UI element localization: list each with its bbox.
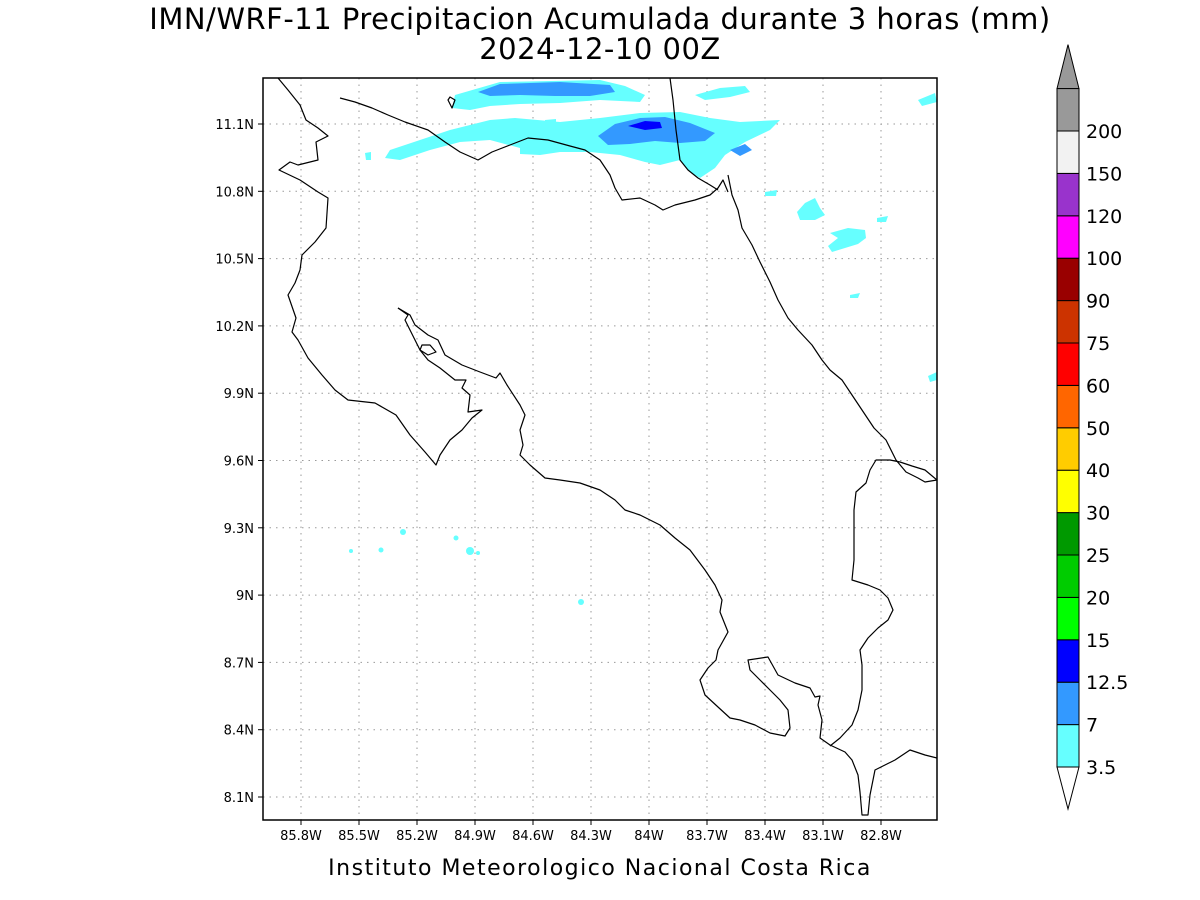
lon-tick-label: 84.9W	[454, 829, 496, 844]
nicaragua-pacific-coast	[277, 78, 483, 466]
precip-area-north-east-2	[797, 198, 825, 220]
lon-tick-label: 84W	[634, 829, 664, 844]
lat-tick-label: 8.1N	[224, 791, 254, 806]
map-date: 2024-12-10 00Z	[479, 32, 721, 66]
legend-swatch	[1056, 257, 1080, 302]
precip-spot-5	[378, 547, 384, 553]
lat-tick-label: 10.5N	[215, 253, 254, 268]
lat-tick-label: 9.9N	[224, 387, 254, 402]
precip-area-north-east-3	[828, 228, 866, 252]
legend-label: 15	[1086, 630, 1110, 652]
lat-tick-label: 10.2N	[215, 320, 254, 335]
precip-area-east-edge-2	[928, 372, 937, 382]
legend-label: 50	[1086, 418, 1110, 440]
legend-label: 40	[1086, 460, 1110, 482]
precip-area-small-1	[850, 293, 860, 298]
legend-swatch	[1056, 384, 1080, 429]
legend-swatch	[1056, 512, 1080, 556]
lat-tick-label: 10.8N	[215, 185, 254, 200]
map-axes: 85.8W 85.5W 85.2W 84.9W 84.6W 84.3W 84W 83.7W 83…	[215, 118, 902, 844]
gulf-of-nicoya-coast	[397, 307, 937, 816]
legend-swatch	[1056, 88, 1080, 132]
caribbean-coast	[727, 174, 937, 483]
precip-area-12mm-core	[628, 121, 662, 130]
legend-swatch	[1056, 724, 1080, 768]
legend-label: 25	[1086, 545, 1110, 567]
precip-area-small-3	[545, 119, 556, 124]
legend-label: 75	[1086, 333, 1110, 355]
legend-swatch	[1056, 342, 1080, 386]
lon-tick-label: 82.8W	[860, 829, 902, 844]
coast-fragment-1	[447, 96, 456, 109]
costa-rica-panama-border	[829, 459, 937, 747]
lat-tick-label: 9.6N	[224, 455, 254, 470]
island-fragment	[419, 344, 437, 356]
nicaragua-costa-rica-border	[339, 97, 729, 211]
lon-tick-label: 85.8W	[280, 829, 322, 844]
precip-area-north-band	[385, 112, 780, 178]
precip-area-east-edge-1	[918, 93, 937, 106]
panama-coast-north	[669, 78, 719, 191]
lon-tick-label: 84.6W	[512, 829, 554, 844]
legend-label: 150	[1086, 163, 1122, 185]
legend-swatch	[1056, 639, 1080, 683]
precip-area-7mm-north	[478, 82, 615, 96]
legend-swatch	[1056, 681, 1080, 726]
precip-area-small-5	[877, 216, 888, 222]
coastlines	[277, 78, 937, 816]
lon-tick-label: 83.4W	[744, 829, 786, 844]
precip-spot-6	[349, 549, 353, 553]
precipitation-field	[349, 80, 937, 605]
map-grid	[263, 78, 937, 820]
precip-area-small-4	[765, 190, 777, 196]
precip-spot-4	[476, 551, 480, 555]
legend-label: 120	[1086, 206, 1122, 228]
lon-tick-label: 85.5W	[338, 829, 380, 844]
lon-tick-label: 85.2W	[396, 829, 438, 844]
map-frame	[262, 77, 938, 821]
legend-swatch	[1056, 469, 1080, 514]
legend-label: 12.5	[1086, 672, 1128, 694]
legend-label: 7	[1086, 715, 1098, 737]
precip-spot-1	[400, 529, 406, 535]
legend-label: 60	[1086, 375, 1110, 397]
legend-swatch	[1056, 554, 1080, 598]
color-legend: 3.5 7 12.5 15 20 25 30 40 50 60 75 90 100 120 150 200	[1056, 44, 1128, 811]
precip-spot-3	[466, 547, 474, 555]
legend-label: 3.5	[1086, 757, 1116, 779]
legend-label: 30	[1086, 503, 1110, 525]
lat-tick-label: 8.4N	[224, 724, 254, 739]
lat-tick-label: 9.3N	[224, 522, 254, 537]
legend-label: 200	[1086, 121, 1122, 143]
precip-area-7mm-east	[730, 144, 752, 156]
legend-top-arrow	[1056, 44, 1080, 90]
legend-swatch	[1056, 130, 1080, 174]
precip-area-small-2	[365, 152, 371, 160]
legend-swatch	[1056, 596, 1080, 641]
legend-swatch	[1056, 300, 1080, 344]
lon-tick-label: 83.1W	[802, 829, 844, 844]
legend-label: 20	[1086, 587, 1110, 609]
legend-label: 100	[1086, 248, 1122, 270]
legend-swatch	[1056, 215, 1080, 259]
lon-tick-label: 84.3W	[570, 829, 612, 844]
lat-tick-label: 8.7N	[224, 656, 254, 671]
legend-bottom-arrow	[1056, 766, 1080, 811]
legend-swatch	[1056, 427, 1080, 471]
footer-credit: Instituto Meteorologico Nacional Costa R…	[328, 856, 872, 881]
map-title: IMN/WRF-11 Precipitacion Acumulada duran…	[149, 2, 1051, 36]
precip-spot-7	[578, 599, 584, 605]
precip-spot-2	[453, 535, 459, 541]
legend-label: 90	[1086, 291, 1110, 313]
lon-tick-label: 83.7W	[686, 829, 728, 844]
precip-area-north-east-1	[695, 86, 750, 100]
lat-tick-label: 11.1N	[215, 118, 254, 133]
legend-swatch	[1056, 172, 1080, 217]
lat-tick-label: 9N	[236, 589, 254, 604]
precip-area-7mm-center	[598, 117, 715, 145]
